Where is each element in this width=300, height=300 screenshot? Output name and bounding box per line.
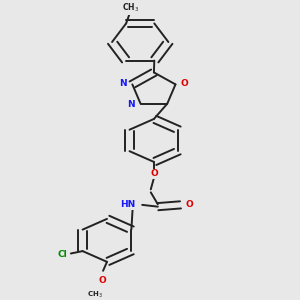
Text: Cl: Cl: [58, 250, 68, 259]
Text: O: O: [151, 169, 159, 178]
Text: O: O: [186, 200, 194, 209]
Text: HN: HN: [120, 200, 135, 209]
Text: CH$_3$: CH$_3$: [87, 290, 102, 300]
Text: N: N: [128, 100, 135, 109]
Text: O: O: [181, 79, 189, 88]
Text: O: O: [98, 276, 106, 285]
Text: N: N: [119, 79, 127, 88]
Text: CH$_3$: CH$_3$: [122, 2, 139, 14]
